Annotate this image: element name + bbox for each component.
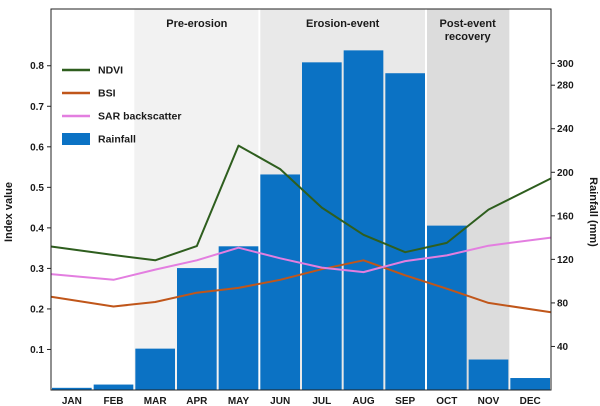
axes: 0.1 0.2 0.3 0.4 0.5 0.6 0.7 0.8 40 80 120 160 200 240… — [3, 8, 599, 406]
y-right-tick-label: 300 — [557, 59, 574, 70]
y-left-axis-title: Index value — [3, 182, 15, 242]
legend-label-bsi: BSI — [98, 88, 116, 100]
x-tick-label-nov: NOV — [478, 396, 500, 406]
rainfall-bar-oct — [427, 225, 467, 390]
y-right-tick-label: 240 — [557, 124, 574, 135]
rainfall-bar-dec — [510, 378, 550, 390]
y-left-tick-label: 0.7 — [30, 102, 44, 113]
y-left-tick-label: 0.4 — [30, 223, 44, 234]
x-tick-label-oct: OCT — [436, 396, 457, 406]
legend-label-sar-backscatter: SAR backscatter — [98, 111, 181, 123]
rainfall-bar-sep — [385, 73, 425, 391]
line-ndvi — [50, 144, 552, 262]
x-tick-label-may: MAY — [228, 396, 250, 406]
line-sar-backscatter — [50, 236, 552, 281]
y-left-tick-label: 0.6 — [30, 142, 44, 153]
y-right-tick-label: 120 — [557, 255, 574, 266]
line-bsi — [50, 259, 552, 314]
plot-frame — [50, 8, 552, 391]
phase-label-post-event-recovery: Post-event recovery — [440, 18, 497, 43]
y-right-axis-title: Rainfall (mm) — [587, 177, 599, 247]
rainfall-bar-mar — [135, 348, 175, 390]
x-tick-label-dec: DEC — [520, 396, 541, 406]
rainfall-bar-feb — [93, 384, 134, 390]
y-left-tick-label: 0.5 — [30, 183, 44, 194]
legend-label-ndvi: NDVI — [98, 65, 123, 77]
rainfall-bar-apr — [177, 268, 217, 390]
y-right-tick-label: 40 — [557, 342, 569, 353]
y-right-tick-label: 80 — [557, 298, 569, 309]
legend-swatch-rainfall — [62, 133, 90, 145]
y-right-tick-label: 200 — [557, 168, 574, 179]
x-tick-label-apr: APR — [186, 396, 208, 406]
y-left-tick-label: 0.3 — [30, 264, 44, 275]
legend-label-rainfall: Rainfall — [98, 134, 136, 146]
rainfall-bar-may — [218, 246, 259, 390]
legend: NDVI BSI SAR backscatter Rainfall — [62, 65, 181, 146]
phase-label-erosion-event: Erosion-event — [306, 18, 380, 30]
x-tick-label-jun: JUN — [270, 396, 290, 406]
y-left-tick-label: 0.8 — [30, 61, 44, 72]
rainfall-bar-jul — [302, 62, 342, 391]
rainfall-bar-nov — [468, 359, 509, 390]
y-left-tick-label: 0.2 — [30, 304, 44, 315]
x-tick-label-jul: JUL — [312, 396, 331, 406]
x-tick-label-sep: SEP — [395, 396, 415, 406]
rainfall-bar-aug — [343, 50, 384, 390]
x-tick-label-aug: AUG — [352, 396, 374, 406]
y-right-tick-label: 280 — [557, 81, 574, 92]
rainfall-bar-jan — [52, 387, 92, 390]
x-tick-label-feb: FEB — [104, 396, 124, 406]
x-tick-label-mar: MAR — [144, 396, 168, 406]
index-lines — [50, 144, 552, 314]
x-tick-label-jan: JAN — [62, 396, 82, 406]
y-right-tick-label: 160 — [557, 211, 574, 222]
rainfall-bars — [52, 50, 550, 391]
y-left-tick-label: 0.1 — [30, 345, 44, 356]
phase-label-pre-erosion: Pre-erosion — [166, 18, 227, 30]
